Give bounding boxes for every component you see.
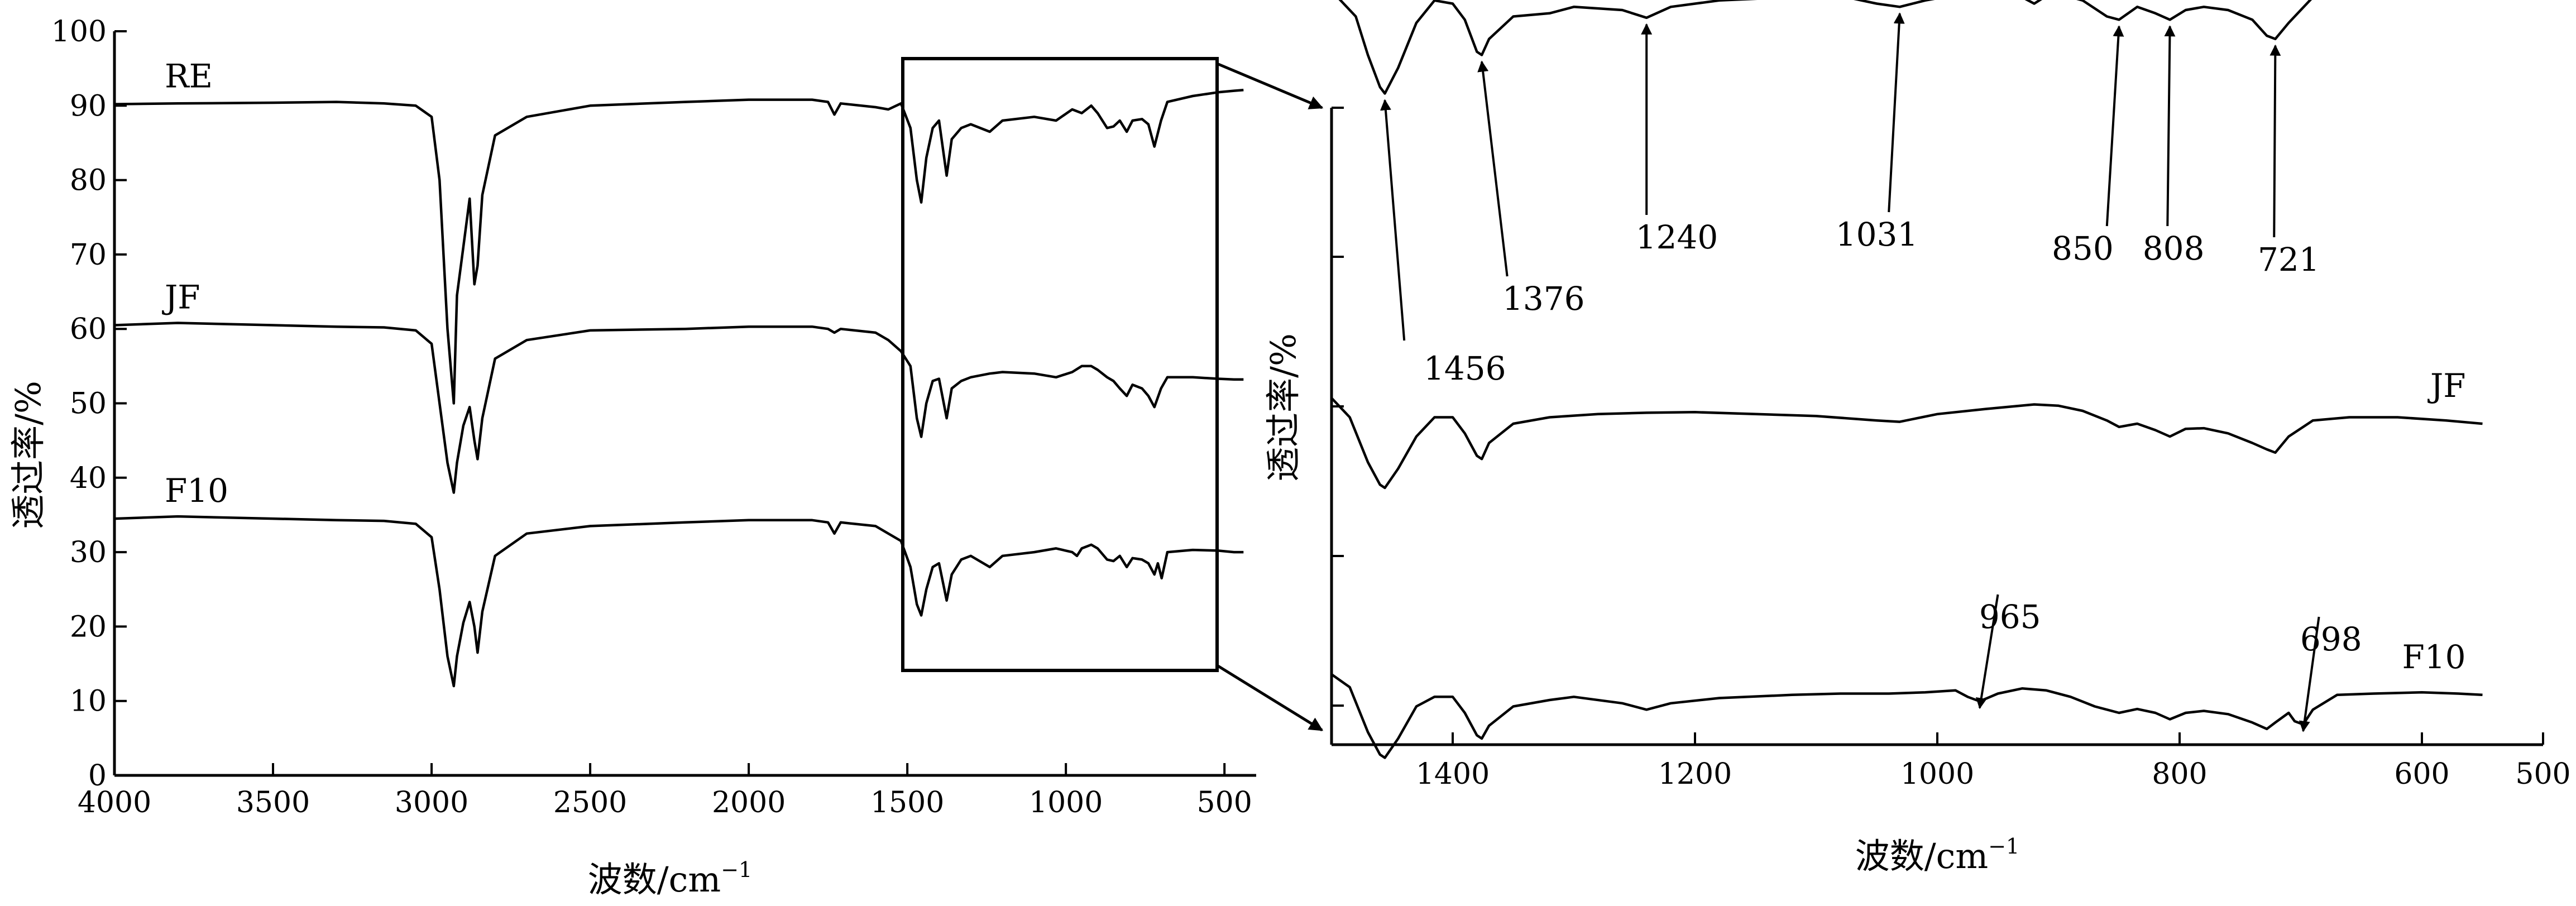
left-x-tick-label: 2000 <box>712 786 786 819</box>
left-y-tick-label: 30 <box>70 536 107 569</box>
left-series-label-re: RE <box>165 57 213 95</box>
left-x-tick-label: 3000 <box>395 786 468 819</box>
right-series-label-jf: JF <box>2427 367 2466 405</box>
left-axes <box>113 31 1256 777</box>
peak-annotations: 1456 1376 1240 1031 850 808 721 965 698 <box>1380 12 2362 732</box>
right-x-tick-label: 500 <box>2515 758 2570 791</box>
left-y-tick-label: 100 <box>51 15 107 49</box>
left-series-label-f10: F10 <box>165 472 228 510</box>
left-y-tick-label: 20 <box>70 610 107 644</box>
peak-label-965: 965 <box>1979 598 2041 636</box>
left-x-tick-label: 3500 <box>236 786 310 819</box>
left-x-tick-label: 4000 <box>78 786 151 819</box>
right-x-tick-label: 1000 <box>1900 758 1974 791</box>
right-series-line-re <box>1338 0 2312 95</box>
left-y-tick-label: 0 <box>88 759 107 793</box>
right-series-line-jf <box>1330 397 2483 490</box>
left-series-line-re <box>114 89 1244 405</box>
left-x-tick-label: 500 <box>1197 786 1252 819</box>
peak-label-721: 721 <box>2258 241 2320 279</box>
left-y-tick-label: 80 <box>70 164 107 198</box>
peak-arrow-808 <box>2164 25 2176 227</box>
right-series-lines <box>1330 0 2483 759</box>
right-x-axis-title: 波数/cm−1 <box>1855 834 2019 876</box>
peak-arrow-1031 <box>1888 12 1905 213</box>
left-y-axis-title: 透过率/% <box>8 381 49 529</box>
left-panel: 0 10 20 30 40 50 60 70 80 90 100 4000 3500 3000 2500 20… <box>8 15 1324 900</box>
peak-arrow-850 <box>2105 25 2124 227</box>
peak-arrow-965 <box>1975 594 1999 710</box>
peak-label-1240: 1240 <box>1636 218 1718 256</box>
right-x-tick-label: 800 <box>2152 758 2207 791</box>
left-ticks: 0 10 20 30 40 50 60 70 80 90 100 4000 3500 3000 2500 20… <box>51 15 1252 819</box>
left-x-axis-title: 波数/cm−1 <box>588 857 752 900</box>
left-y-tick-label: 10 <box>70 685 107 718</box>
zoom-connector-bottom <box>1216 664 1324 732</box>
zoom-connector-top <box>1217 62 1324 109</box>
peak-arrow-698 <box>2299 616 2320 732</box>
left-y-tick-label: 70 <box>70 238 107 272</box>
right-x-tick-label: 1400 <box>1416 758 1490 791</box>
peak-label-1376: 1376 <box>1502 280 1585 318</box>
peak-label-1456: 1456 <box>1424 349 1506 387</box>
left-y-tick-label: 60 <box>70 313 107 346</box>
left-x-tick-label: 2500 <box>553 786 627 819</box>
peak-arrow-721 <box>2269 44 2281 238</box>
left-series-label-jf: JF <box>162 279 200 317</box>
left-series-labels: RE JF F10 <box>162 57 228 510</box>
left-series-line-f10 <box>114 515 1244 688</box>
right-ticks: 1400 1200 1000 800 600 500 <box>1332 107 2571 791</box>
left-y-tick-label: 50 <box>70 387 107 421</box>
left-x-tick-label: 1000 <box>1029 786 1103 819</box>
left-y-tick-label: 40 <box>70 462 107 495</box>
left-series-lines <box>114 89 1244 688</box>
right-series-line-f10 <box>1330 673 2483 759</box>
left-series-line-jf <box>114 322 1244 494</box>
peak-label-808: 808 <box>2143 229 2205 267</box>
peak-label-1031: 1031 <box>1836 215 1918 253</box>
peak-label-850: 850 <box>2052 229 2114 267</box>
left-x-tick-label: 1500 <box>870 786 944 819</box>
right-y-axis-title: 透过率/% <box>1263 333 1304 482</box>
peak-arrow-1456 <box>1380 99 1406 341</box>
right-x-tick-label: 1200 <box>1658 758 1732 791</box>
highlight-box <box>901 57 1219 672</box>
left-y-tick-label: 90 <box>70 89 107 123</box>
right-series-label-f10: F10 <box>2402 638 2465 676</box>
right-x-tick-label: 600 <box>2394 758 2449 791</box>
peak-label-698: 698 <box>2300 620 2362 658</box>
peak-arrow-1376 <box>1477 60 1509 277</box>
